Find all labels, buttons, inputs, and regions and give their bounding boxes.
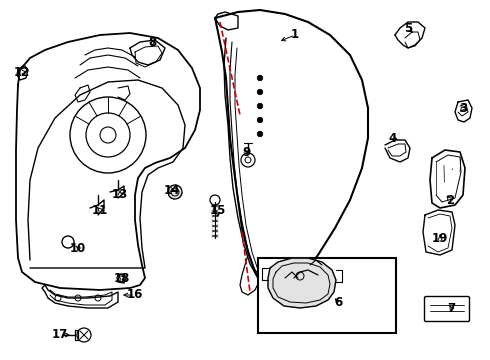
Text: 9: 9 bbox=[242, 145, 250, 158]
Text: 11: 11 bbox=[92, 203, 108, 216]
Bar bbox=[258, 258, 396, 333]
Text: 6: 6 bbox=[334, 296, 342, 309]
Text: 7: 7 bbox=[447, 302, 455, 315]
Text: 18: 18 bbox=[114, 271, 130, 284]
Text: 19: 19 bbox=[432, 231, 448, 244]
Circle shape bbox=[257, 131, 263, 137]
Text: 15: 15 bbox=[210, 203, 226, 216]
Text: 14: 14 bbox=[164, 184, 180, 197]
Text: 3: 3 bbox=[459, 102, 467, 114]
Circle shape bbox=[168, 185, 182, 199]
FancyBboxPatch shape bbox=[424, 297, 469, 321]
Circle shape bbox=[257, 117, 263, 123]
Text: 1: 1 bbox=[291, 28, 299, 41]
Text: 5: 5 bbox=[404, 22, 412, 35]
Text: 13: 13 bbox=[112, 189, 128, 202]
Text: 2: 2 bbox=[446, 194, 454, 207]
Text: 8: 8 bbox=[148, 36, 156, 49]
Text: 17: 17 bbox=[52, 328, 68, 342]
Text: 4: 4 bbox=[389, 131, 397, 144]
Polygon shape bbox=[268, 258, 336, 308]
Text: 12: 12 bbox=[14, 66, 30, 78]
Circle shape bbox=[257, 89, 263, 95]
Circle shape bbox=[257, 75, 263, 81]
Text: 10: 10 bbox=[70, 242, 86, 255]
Circle shape bbox=[257, 103, 263, 109]
Text: 16: 16 bbox=[127, 288, 143, 302]
